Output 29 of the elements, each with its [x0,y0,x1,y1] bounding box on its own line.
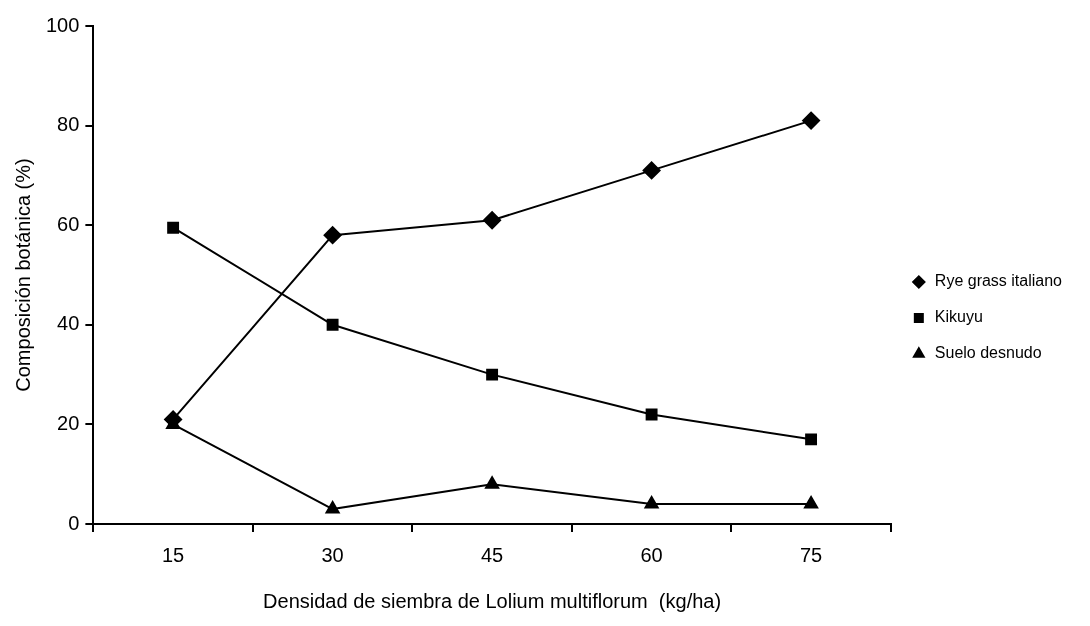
point [486,368,499,381]
legend-label: Kikuyu [934,308,983,326]
point [645,408,658,421]
x-tick-label: 30 [321,543,344,566]
y-tick-label: 0 [68,511,80,534]
x-tick-label: 15 [161,543,185,566]
point [644,496,659,509]
x-tick-label: 45 [480,543,504,566]
point [167,221,180,234]
point [804,496,819,509]
x-axis-title: Densidad de siembra de Lolium multiflorum (kg/ha) [263,589,722,612]
y-tick-label: 100 [45,13,80,36]
y-tick-label: 60 [57,212,80,235]
point [325,501,340,514]
point [326,318,339,331]
point [323,226,342,245]
y-tick-label: 40 [57,312,80,335]
x-tick-label: 60 [640,543,663,566]
point [802,111,821,130]
point [805,433,818,446]
y-tick-label: 20 [57,411,80,434]
x-tick-label: 75 [799,543,823,566]
y-tick-label: 80 [57,113,80,136]
legend-label: Suelo desnudo [934,344,1042,362]
point [483,211,502,230]
y-axis-title: Composición botánica (%) [11,158,34,392]
legend-label: Rye grass italiano [934,272,1063,290]
point [642,161,661,180]
point [485,476,500,489]
